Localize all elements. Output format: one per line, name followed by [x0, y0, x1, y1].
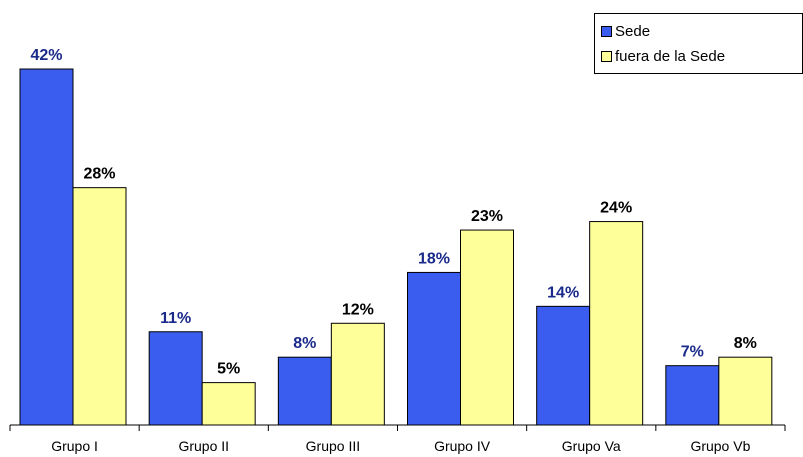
data-label-fuera-1: 5% — [217, 361, 240, 378]
data-label-fuera-3: 23% — [471, 208, 503, 225]
bar-fuera-2 — [330, 322, 385, 426]
x-tick-label-2: Grupo III — [306, 438, 360, 454]
bars-layer — [19, 68, 773, 426]
legend-label-fuera: fuera de la Sede — [615, 48, 726, 65]
legend-swatch-sede — [601, 26, 612, 37]
x-tick-label-5: Grupo Vb — [690, 438, 750, 454]
bar-fuera-5 — [718, 356, 773, 426]
legend-item-sede: Sede — [601, 23, 650, 40]
data-label-sede-1: 11% — [160, 310, 191, 327]
legend-item-fuera: fuera de la Sede — [601, 48, 725, 65]
data-label-sede-5: 7% — [681, 344, 704, 361]
x-tick-label-4: Grupo Va — [562, 438, 621, 454]
bar-sede-5 — [665, 365, 720, 426]
bar-fuera-3 — [460, 229, 514, 426]
data-labels-layer: 42% 28% 11% 5% 8% 12% 18% 23% 14% 24% 7% 8% — [30, 47, 756, 378]
data-label-sede-2: 8% — [293, 335, 316, 352]
bar-sede-0 — [19, 68, 74, 426]
legend: Sede fuera de la Sede — [594, 13, 803, 74]
bar-fuera-4 — [589, 221, 644, 426]
bar-sede-4 — [536, 305, 591, 426]
legend-swatch-fuera — [601, 51, 612, 62]
data-label-sede-4: 14% — [547, 284, 579, 301]
bar-fuera-1 — [201, 382, 256, 426]
data-label-fuera-5: 8% — [734, 335, 757, 352]
data-label-sede-0: 42% — [30, 47, 62, 64]
x-axis: Grupo I Grupo II Grupo III Grupo IV Grupo Va… — [9, 424, 786, 454]
data-label-fuera-4: 24% — [600, 200, 632, 217]
bar-sede-3 — [407, 271, 461, 426]
x-tick-label-3: Grupo IV — [434, 438, 491, 454]
x-tick-label-1: Grupo II — [178, 438, 229, 454]
data-label-fuera-2: 12% — [342, 301, 374, 318]
data-label-fuera-0: 28% — [83, 166, 115, 183]
legend-label-sede: Sede — [615, 23, 651, 40]
x-tick-label-0: Grupo I — [51, 438, 98, 454]
bar-sede-2 — [277, 356, 332, 426]
data-label-sede-3: 18% — [418, 250, 450, 267]
bar-sede-1 — [148, 331, 203, 426]
bar-fuera-0 — [72, 187, 127, 426]
